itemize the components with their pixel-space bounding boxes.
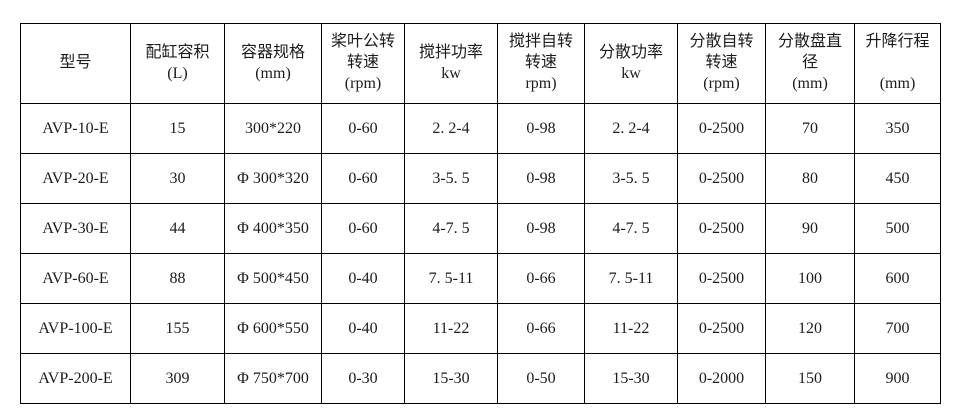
table-cell: 0-40 xyxy=(321,253,405,304)
table-cell: Φ 750*700 xyxy=(224,353,322,404)
table-cell: 3-5. 5 xyxy=(404,153,498,204)
table-cell: 0-2500 xyxy=(677,103,766,154)
table-cell: 350 xyxy=(854,103,941,154)
table-cell: 900 xyxy=(854,353,941,404)
table-cell: 70 xyxy=(765,103,855,154)
table-cell: 11-22 xyxy=(404,303,498,354)
model-cell: AVP-20-E xyxy=(20,153,131,204)
table-cell: Φ 600*550 xyxy=(224,303,322,354)
table-cell: 0-2500 xyxy=(677,203,766,254)
table-cell: 309 xyxy=(130,353,225,404)
column-header-blade-revolution: 桨叶公转 转速 (rpm) xyxy=(321,23,405,104)
table-cell: 0-2500 xyxy=(677,253,766,304)
table-cell: 155 xyxy=(130,303,225,354)
table-cell: 450 xyxy=(854,153,941,204)
column-header-dispersion-rotation: 分散自转 转速 (rpm) xyxy=(677,23,766,104)
table-cell: 15 xyxy=(130,103,225,154)
table-row: AVP-200-E 309 Φ 750*700 0-30 15-30 0-50 15-30 0… xyxy=(20,353,941,404)
table-cell: 2. 2-4 xyxy=(584,103,678,154)
column-header-model: 型号 xyxy=(20,23,131,104)
table-cell: 44 xyxy=(130,203,225,254)
table-cell: Φ 500*450 xyxy=(224,253,322,304)
column-header-mixing-power: 搅拌功率 kw xyxy=(404,23,498,104)
table-cell: 4-7. 5 xyxy=(584,203,678,254)
column-header-lift-stroke: 升降行程 (mm) xyxy=(854,23,941,104)
table-cell: 7. 5-11 xyxy=(404,253,498,304)
table-cell: 0-60 xyxy=(321,203,405,254)
model-cell: AVP-10-E xyxy=(20,103,131,154)
table-cell: 7. 5-11 xyxy=(584,253,678,304)
spec-table-header: 型号 配缸容积 (L) 容器规格 (mm) 桨叶公转 转速 (rpm) 搅拌功率… xyxy=(20,23,941,104)
table-cell: 0-2500 xyxy=(677,153,766,204)
table-cell: 15-30 xyxy=(404,353,498,404)
table-cell: 0-66 xyxy=(497,253,585,304)
table-row: AVP-60-E 88 Φ 500*450 0-40 7. 5-11 0-66 7. 5-1… xyxy=(20,253,941,304)
table-cell: 500 xyxy=(854,203,941,254)
table-cell: 0-30 xyxy=(321,353,405,404)
table-cell: 0-40 xyxy=(321,303,405,354)
table-cell: 90 xyxy=(765,203,855,254)
table-cell: 88 xyxy=(130,253,225,304)
table-cell: 0-50 xyxy=(497,353,585,404)
table-cell: 100 xyxy=(765,253,855,304)
column-header-mixing-rotation: 搅拌自转 转速 rpm) xyxy=(497,23,585,104)
table-cell: 0-60 xyxy=(321,153,405,204)
table-cell: 0-66 xyxy=(497,303,585,354)
table-cell: 2. 2-4 xyxy=(404,103,498,154)
model-cell: AVP-60-E xyxy=(20,253,131,304)
table-cell: 4-7. 5 xyxy=(404,203,498,254)
table-cell: 0-2500 xyxy=(677,303,766,354)
column-header-disc-diameter: 分散盘直 径 (mm) xyxy=(765,23,855,104)
table-cell: 0-98 xyxy=(497,103,585,154)
table-cell: Φ 300*320 xyxy=(224,153,322,204)
table-cell: 0-98 xyxy=(497,153,585,204)
spec-table-body: AVP-10-E 15 300*220 0-60 2. 2-4 0-98 2. 2-4 0-2… xyxy=(20,103,941,404)
table-cell: 0-60 xyxy=(321,103,405,154)
column-header-dispersion-power: 分散功率 kw xyxy=(584,23,678,104)
model-cell: AVP-200-E xyxy=(20,353,131,404)
table-row: AVP-10-E 15 300*220 0-60 2. 2-4 0-98 2. 2-4 0-2… xyxy=(20,103,941,154)
column-header-container-spec: 容器规格 (mm) xyxy=(224,23,322,104)
table-cell: 120 xyxy=(765,303,855,354)
model-cell: AVP-100-E xyxy=(20,303,131,354)
table-cell: 15-30 xyxy=(584,353,678,404)
column-header-tank-volume: 配缸容积 (L) xyxy=(130,23,225,104)
model-cell: AVP-30-E xyxy=(20,203,131,254)
table-row: AVP-100-E 155 Φ 600*550 0-40 11-22 0-66 11-22 0… xyxy=(20,303,941,354)
table-cell: 150 xyxy=(765,353,855,404)
table-cell: 3-5. 5 xyxy=(584,153,678,204)
table-cell: 0-98 xyxy=(497,203,585,254)
table-cell: 600 xyxy=(854,253,941,304)
table-cell: 300*220 xyxy=(224,103,322,154)
table-cell: 0-2000 xyxy=(677,353,766,404)
table-cell: 700 xyxy=(854,303,941,354)
spec-table: 型号 配缸容积 (L) 容器规格 (mm) 桨叶公转 转速 (rpm) 搅拌功率… xyxy=(20,23,941,404)
table-cell: 80 xyxy=(765,153,855,204)
table-cell: 11-22 xyxy=(584,303,678,354)
header-row: 型号 配缸容积 (L) 容器规格 (mm) 桨叶公转 转速 (rpm) 搅拌功率… xyxy=(20,23,941,104)
table-cell: Φ 400*350 xyxy=(224,203,322,254)
table-cell: 30 xyxy=(130,153,225,204)
